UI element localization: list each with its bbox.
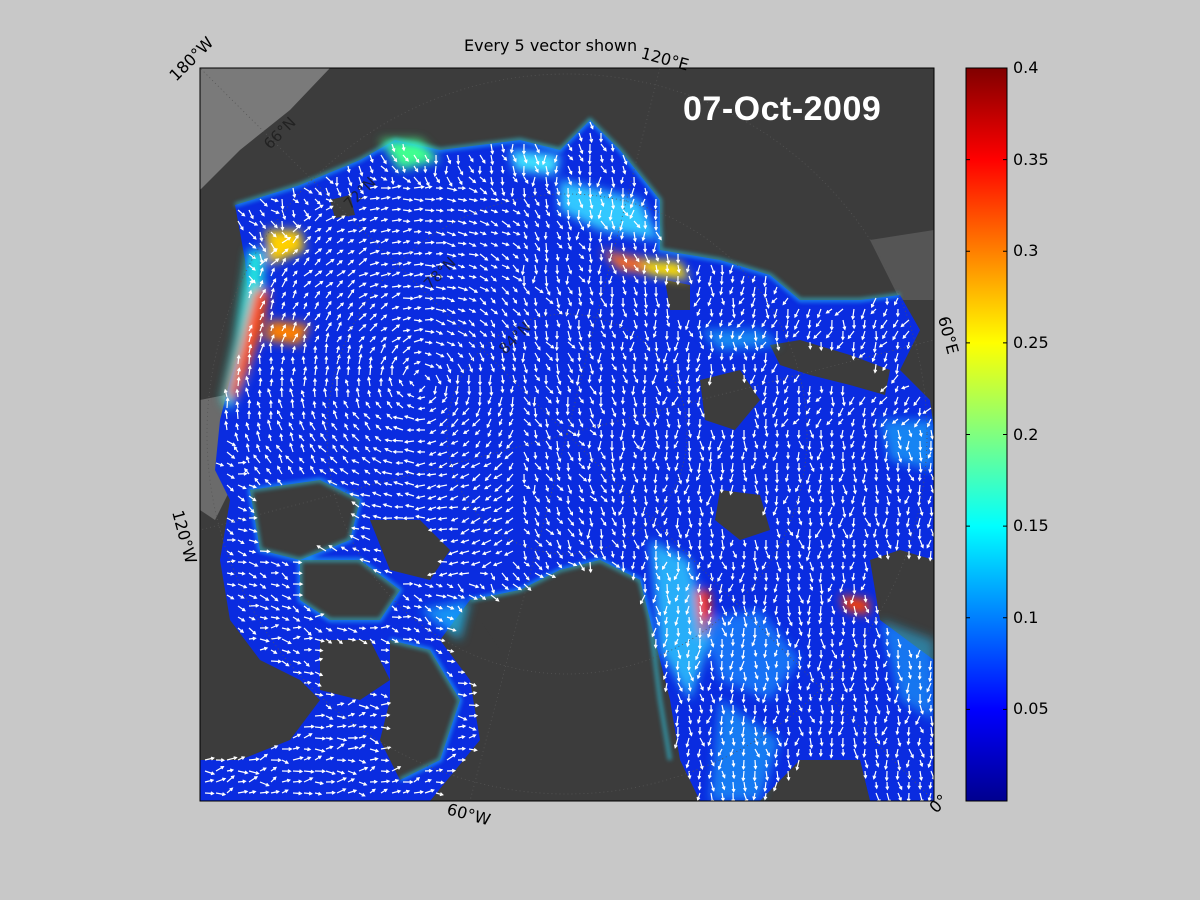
greenland [470, 560, 680, 801]
colorbar-tick-label: 0.2 [1013, 424, 1039, 444]
colorbar [965, 67, 1008, 802]
drift-vectors [204, 121, 934, 801]
colorbar-ticks [966, 67, 1007, 710]
canadian-archipelago-3 [370, 520, 450, 580]
new-siberian [330, 195, 355, 218]
plot-title: Every 5 vector shown [464, 36, 638, 55]
ice-drift-field [200, 117, 934, 801]
svalbard [700, 370, 760, 430]
lon-label-60e: 60°E [934, 314, 962, 356]
colorbar-tick-label: 0.1 [1013, 607, 1039, 627]
colorbar-tick-label: 0.35 [1013, 149, 1049, 169]
iceland [560, 770, 620, 801]
colorbar-tick-label: 0.4 [1013, 58, 1039, 77]
baffin-island [380, 640, 460, 780]
canadian-archipelago-1 [250, 480, 360, 560]
lon-label-60w: 60°W [445, 800, 493, 830]
colorbar-tick-label: 0.3 [1013, 241, 1039, 261]
out-of-domain-area [200, 68, 330, 190]
severnaya [665, 280, 690, 310]
date-label: 07-Oct-2009 [683, 90, 882, 128]
colorbar-tick-label: 0.05 [1013, 699, 1049, 719]
lon-label-120w: 120°W [168, 508, 200, 566]
scandinavia [760, 760, 870, 801]
canadian-archipelago-4 [320, 640, 390, 700]
colorbar-tick-label: 0.25 [1013, 332, 1049, 352]
map-area [200, 68, 934, 801]
map-frame [199, 67, 935, 802]
colorbar-tick-label: 0.15 [1013, 516, 1049, 536]
franz-josef [715, 490, 770, 540]
canadian-archipelago-2 [300, 560, 400, 620]
novaya-zemlya [770, 340, 890, 395]
graticule [200, 68, 934, 801]
